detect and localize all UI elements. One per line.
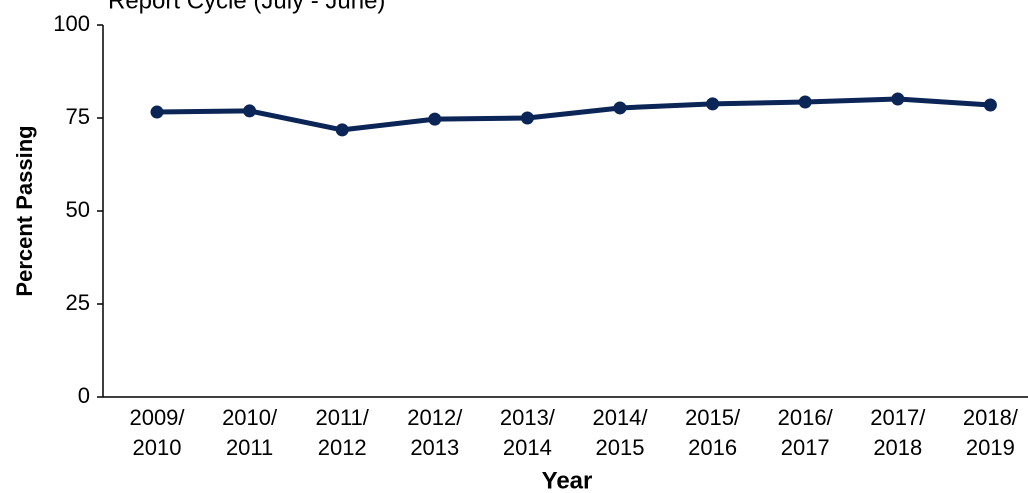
point bbox=[243, 104, 257, 118]
point bbox=[150, 105, 164, 119]
x-tick-label: 2017/2018 bbox=[870, 405, 926, 460]
point bbox=[891, 92, 905, 106]
x-tick-label: 2016/2017 bbox=[778, 405, 834, 460]
y-tick-label: 0 bbox=[78, 383, 90, 408]
y-tick-label: 50 bbox=[66, 197, 90, 222]
point bbox=[520, 111, 534, 125]
x-tick-label: 2015/2016 bbox=[685, 405, 741, 460]
point bbox=[706, 97, 720, 111]
chart-title: Report Cycle (July - June) bbox=[108, 0, 385, 14]
x-tick-label: 2011/2012 bbox=[315, 405, 369, 460]
x-tick-label: 2013/2014 bbox=[500, 405, 556, 460]
y-axis-label: Percent Passing bbox=[12, 125, 37, 296]
x-tick-label: 2014/2015 bbox=[592, 405, 648, 460]
point bbox=[798, 95, 812, 109]
y-tick-label: 75 bbox=[66, 104, 90, 129]
x-tick-label: 2009/2010 bbox=[129, 405, 185, 460]
x-tick-label: 2018/2019 bbox=[963, 405, 1019, 460]
x-tick-label: 2010/2011 bbox=[222, 405, 278, 460]
point bbox=[983, 98, 997, 112]
point bbox=[428, 112, 442, 126]
point bbox=[613, 101, 627, 115]
x-tick-label: 2012/2013 bbox=[407, 405, 463, 460]
point bbox=[335, 123, 349, 137]
y-tick-label: 100 bbox=[53, 11, 90, 36]
y-tick-label: 25 bbox=[66, 290, 90, 315]
line bbox=[156, 96, 991, 133]
x-axis-label: Year bbox=[542, 467, 593, 493]
